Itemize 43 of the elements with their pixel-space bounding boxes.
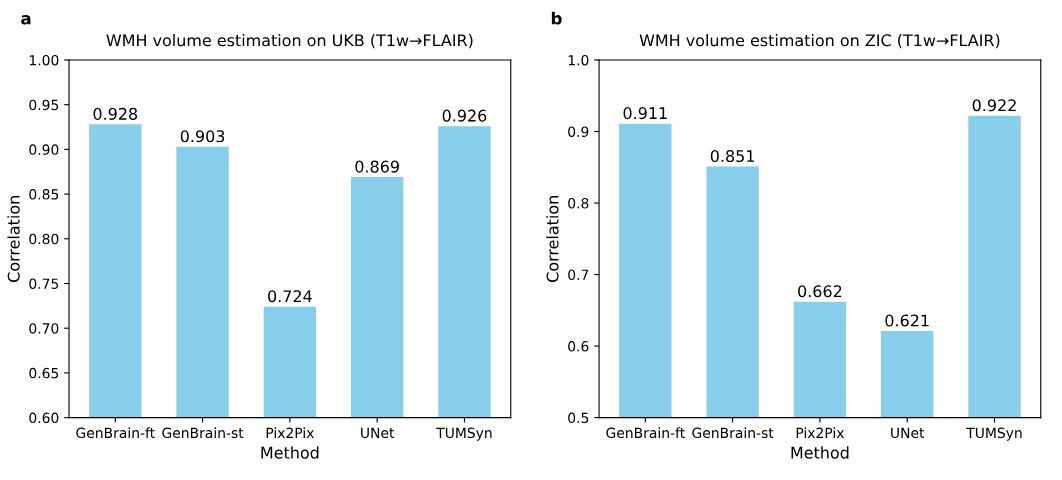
y-tick-label: 0.8: [568, 198, 589, 209]
data-label: 0.621: [885, 314, 929, 327]
y-tick-label: 0.90: [29, 144, 59, 155]
y-tick-label: 0.85: [29, 189, 59, 200]
chart-title: WMH volume estimation on UKB (T1w→FLAIR): [106, 33, 473, 49]
x-tick-label: GenBrain-ft: [76, 427, 155, 439]
data-label: 0.926: [442, 109, 487, 122]
data-label: 0.922: [972, 99, 1016, 112]
x-tick-label: UNet: [891, 427, 925, 439]
data-label: 0.662: [798, 285, 842, 298]
y-axis-title: Correlation: [7, 196, 20, 282]
y-tick-label: 0.80: [29, 233, 59, 245]
y-tick-label: 0.75: [29, 278, 59, 289]
text: a: [21, 15, 31, 25]
data-label: 0.869: [355, 160, 399, 173]
x-tick-label: TUMSyn: [966, 427, 1022, 441]
x-axis-title: Method: [791, 446, 849, 459]
x-tick-label: GenBrain-st: [162, 427, 244, 439]
text: b: [551, 11, 562, 25]
y-tick-label: 0.70: [29, 323, 59, 334]
y-tick-label: 1.0: [568, 54, 589, 66]
x-tick-label: TUMSyn: [436, 427, 492, 441]
y-tick-label: 0.9: [568, 126, 589, 137]
data-label: 0.724: [268, 290, 312, 303]
data-label: 0.851: [710, 150, 755, 163]
chart-title: WMH volume estimation on ZIC (T1w→FLAIR): [639, 33, 1000, 49]
data-label: 0.903: [180, 130, 225, 143]
y-tick-label: 0.7: [568, 269, 589, 281]
data-label: 0.911: [623, 107, 667, 120]
y-tick-label: 0.60: [29, 412, 59, 424]
x-tick-label: GenBrain-ft: [606, 427, 685, 439]
data-label: 0.928: [93, 107, 138, 120]
y-axis-title: Correlation: [546, 196, 559, 282]
y-tick-label: 0.6: [568, 341, 589, 352]
y-tick-label: 1.00: [29, 54, 59, 66]
x-tick-label: Pix2Pix: [266, 427, 314, 438]
y-tick-label: 0.65: [29, 367, 59, 379]
y-tick-label: 0.5: [568, 412, 589, 424]
x-tick-label: Pix2Pix: [796, 427, 845, 438]
x-tick-label: GenBrain-st: [692, 427, 774, 439]
x-axis-title: Method: [261, 446, 319, 459]
x-tick-label: UNet: [361, 427, 395, 439]
y-tick-label: 0.95: [29, 99, 59, 111]
